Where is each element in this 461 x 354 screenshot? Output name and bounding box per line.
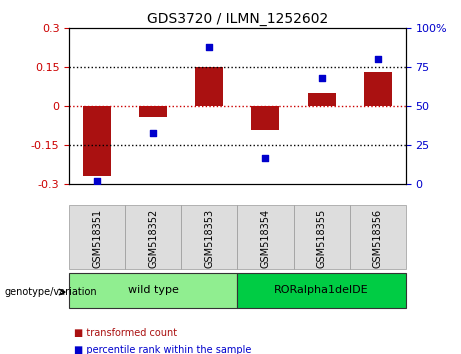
Bar xyxy=(307,93,336,106)
FancyBboxPatch shape xyxy=(69,273,237,308)
FancyBboxPatch shape xyxy=(349,205,406,269)
Text: GSM518352: GSM518352 xyxy=(148,209,158,268)
Text: GSM518356: GSM518356 xyxy=(372,209,383,268)
Text: ■ transformed count: ■ transformed count xyxy=(74,328,177,338)
Bar xyxy=(195,67,224,106)
Point xyxy=(318,75,325,81)
FancyBboxPatch shape xyxy=(237,205,294,269)
FancyBboxPatch shape xyxy=(69,205,125,269)
Text: GSM518354: GSM518354 xyxy=(260,209,271,268)
Text: GSM518353: GSM518353 xyxy=(204,209,214,268)
Bar xyxy=(251,106,279,130)
FancyBboxPatch shape xyxy=(294,205,349,269)
Point xyxy=(149,130,157,136)
FancyBboxPatch shape xyxy=(181,205,237,269)
Bar xyxy=(83,106,111,176)
Point xyxy=(374,57,381,62)
FancyBboxPatch shape xyxy=(125,205,181,269)
Text: RORalpha1delDE: RORalpha1delDE xyxy=(274,285,369,295)
Point xyxy=(206,44,213,50)
Point xyxy=(94,178,101,184)
Text: GSM518355: GSM518355 xyxy=(317,209,326,268)
Point xyxy=(262,155,269,160)
Bar xyxy=(364,73,392,106)
Text: genotype/variation: genotype/variation xyxy=(5,287,97,297)
Text: GSM518351: GSM518351 xyxy=(92,209,102,268)
Title: GDS3720 / ILMN_1252602: GDS3720 / ILMN_1252602 xyxy=(147,12,328,26)
Bar xyxy=(139,106,167,116)
Text: wild type: wild type xyxy=(128,285,179,295)
Text: ■ percentile rank within the sample: ■ percentile rank within the sample xyxy=(74,346,251,354)
FancyBboxPatch shape xyxy=(237,273,406,308)
